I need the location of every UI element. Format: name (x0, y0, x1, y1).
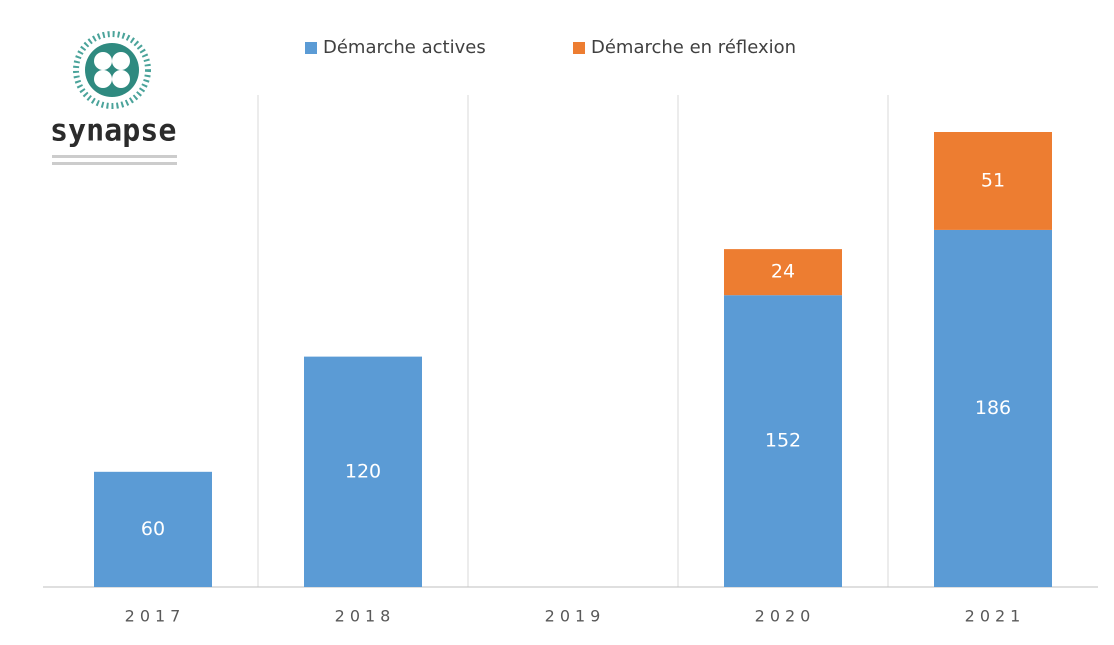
legend-swatch (573, 42, 585, 54)
logo-cell (112, 70, 130, 88)
x-tick-label: 2020 (755, 607, 816, 626)
logo-tagline (52, 162, 177, 165)
logo-ring (73, 31, 151, 109)
bar-segment (304, 356, 422, 587)
data-label: 120 (345, 460, 381, 482)
legend-label: Démarche actives (323, 37, 486, 58)
data-label: 60 (141, 518, 165, 540)
data-label: 152 (765, 430, 801, 452)
x-tick-label: 2017 (125, 607, 186, 626)
x-tick-label: 2018 (335, 607, 396, 626)
logo-cell (94, 52, 112, 70)
data-label: 186 (975, 397, 1011, 419)
legend-label: Démarche en réflexion (591, 37, 796, 58)
bar-segment (724, 249, 842, 296)
bar-segment (724, 295, 842, 587)
data-label: 51 (981, 169, 1005, 191)
logo-core (85, 43, 139, 97)
x-tick-label: 2019 (545, 607, 606, 626)
logo-cell (94, 70, 112, 88)
data-label: 24 (771, 261, 795, 283)
bar-segment (94, 471, 212, 587)
bar-segment (934, 132, 1052, 230)
bar-segment (934, 229, 1052, 588)
logo-text: synapse (50, 114, 176, 149)
x-tick-label: 2021 (965, 607, 1026, 626)
logo-tagline (52, 155, 177, 158)
legend-swatch (305, 42, 317, 54)
logo-cell (112, 52, 130, 70)
logo: synapse (50, 31, 177, 165)
